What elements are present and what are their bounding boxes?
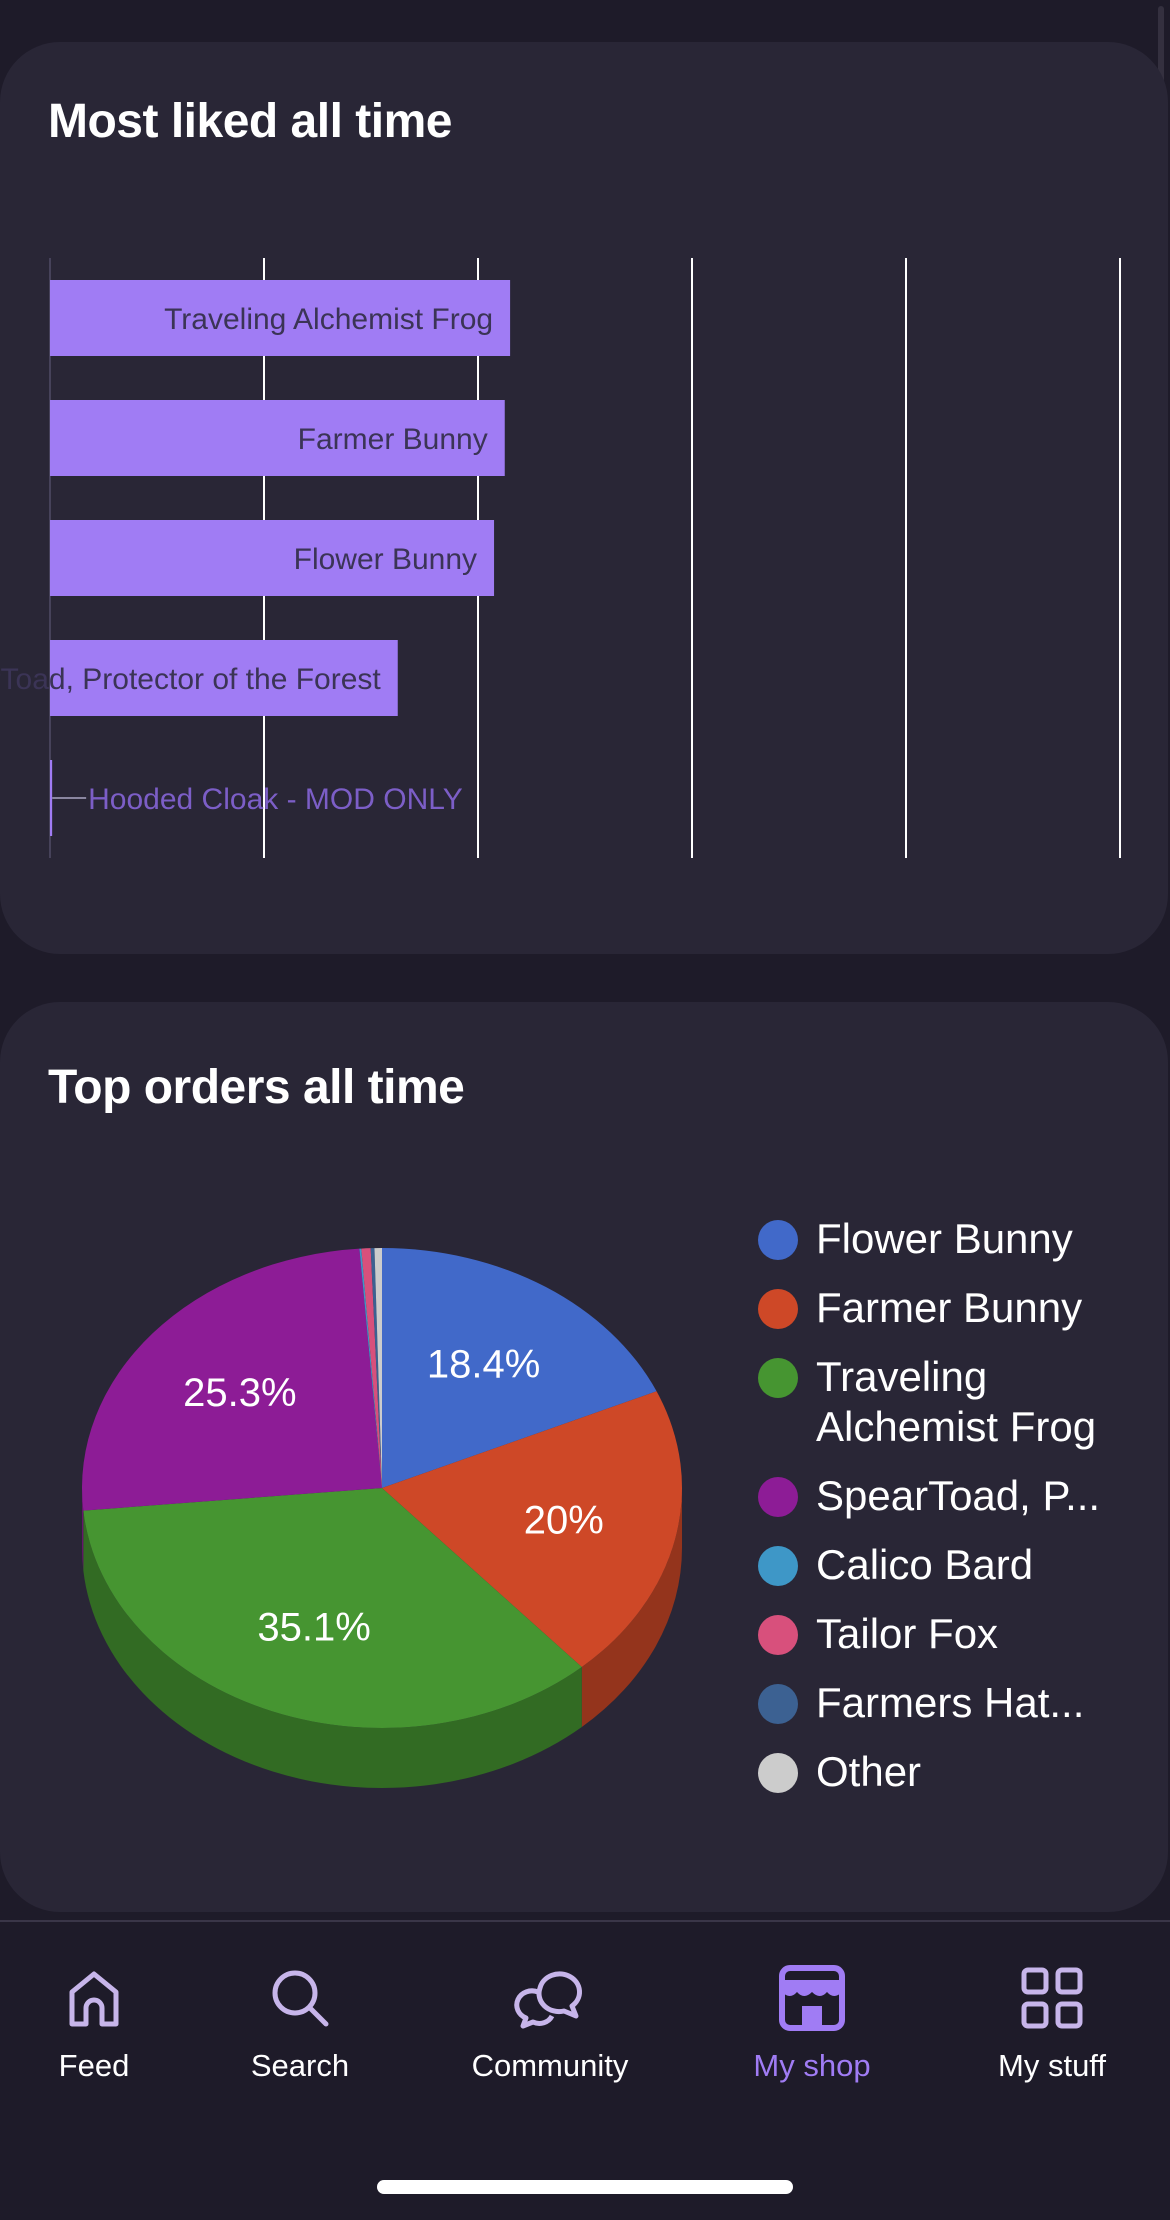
nav-my-stuff-label: My stuff <box>998 2048 1106 2083</box>
legend-label: Calico Bard <box>816 1541 1034 1588</box>
top-orders-title: Top orders all time <box>48 1061 465 1114</box>
legend-swatch <box>758 1477 798 1517</box>
legend-item[interactable]: Traveling Alchemist Frog <box>758 1352 1136 1452</box>
nav-community-label: Community <box>471 2048 629 2083</box>
bar[interactable] <box>50 280 511 356</box>
pie-slice-label: 18.4% <box>427 1342 540 1386</box>
bar[interactable] <box>50 520 495 596</box>
legend-swatch <box>758 1546 798 1586</box>
legend-item[interactable]: Farmers Hat... <box>758 1678 1136 1728</box>
most-liked-bar-chart: Traveling Alchemist Frog Farmer Bunny Flow… <box>0 258 1121 858</box>
pie-slice[interactable] <box>359 1248 382 1488</box>
bottom-nav: Feed Search Community My shop <box>0 1920 1170 2220</box>
legend-item[interactable]: Calico Bard <box>758 1540 1136 1590</box>
bar-label: Hooded Cloak - MOD ONLY <box>88 783 463 816</box>
bar[interactable] <box>50 760 53 836</box>
nav-community[interactable]: Community <box>440 1962 660 2084</box>
pie-slice-side <box>581 1488 682 1728</box>
pie-slice[interactable] <box>361 1248 382 1488</box>
nav-search-label: Search <box>250 2048 350 2083</box>
legend-swatch <box>758 1615 798 1655</box>
legend-label: Farmer Bunny <box>816 1284 1083 1331</box>
nav-feed[interactable]: Feed <box>0 1962 204 2084</box>
pie-slice[interactable] <box>370 1248 382 1488</box>
pie-slice-label: 35.1% <box>257 1606 370 1650</box>
pie-slice[interactable] <box>82 1248 382 1511</box>
legend-item[interactable]: Tailor Fox <box>758 1609 1136 1659</box>
legend-label: SpearToad, P... <box>816 1472 1101 1519</box>
chat-bubbles-icon <box>514 1971 583 2029</box>
most-liked-card: Most liked all time Traveling Alchemist … <box>0 42 1168 954</box>
legend-label: Other <box>816 1748 922 1795</box>
legend-label: Tailor Fox <box>816 1610 999 1657</box>
top-orders-pie-chart: 18.4% 20% 35.1% 25.3% <box>82 1248 682 1788</box>
pie-slice-side <box>82 1488 84 1571</box>
pie-slice[interactable] <box>374 1248 382 1488</box>
legend-item[interactable]: Other <box>758 1747 1136 1797</box>
grid-icon <box>1021 1967 1083 2029</box>
search-icon <box>272 1970 329 2027</box>
nav-my-shop[interactable]: My shop <box>702 1962 922 2084</box>
pie-slice[interactable] <box>382 1248 657 1488</box>
legend-label: Traveling Alchemist Frog <box>816 1353 1097 1450</box>
home-indicator[interactable] <box>377 2180 793 2194</box>
bar-label: Farmer Bunny <box>298 423 488 456</box>
legend-swatch <box>758 1220 798 1260</box>
legend-item[interactable]: SpearToad, P... <box>758 1471 1136 1521</box>
legend-swatch <box>758 1289 798 1329</box>
legend-item[interactable]: Farmer Bunny <box>758 1283 1136 1333</box>
bar-label: Traveling Alchemist Frog <box>164 303 493 336</box>
pie-slice[interactable] <box>83 1488 582 1729</box>
nav-feed-label: Feed <box>58 2048 130 2083</box>
pie-slice-label: 20% <box>524 1499 604 1543</box>
bar[interactable] <box>50 400 505 476</box>
nav-search[interactable]: Search <box>190 1962 410 2084</box>
top-orders-card: Top orders all time 18.4% 20% 35.1% 25.3% F… <box>0 1002 1168 1912</box>
legend-swatch <box>758 1753 798 1793</box>
legend-label: Flower Bunny <box>816 1215 1073 1262</box>
pie-slice-label: 25.3% <box>183 1371 296 1415</box>
legend-swatch <box>758 1684 798 1724</box>
legend-item[interactable]: Flower Bunny <box>758 1214 1136 1264</box>
pie-legend: Flower Bunny Farmer Bunny Traveling Alch… <box>758 1214 1136 1816</box>
bar[interactable] <box>50 640 398 716</box>
pie-slice-side <box>83 1510 582 1788</box>
pie-slice[interactable] <box>382 1391 682 1668</box>
nav-my-stuff[interactable]: My stuff <box>942 1962 1162 2084</box>
home-icon <box>69 1971 119 2027</box>
legend-swatch <box>758 1358 798 1398</box>
shop-icon <box>779 1965 845 2031</box>
nav-my-shop-label: My shop <box>753 2048 871 2083</box>
legend-label: Farmers Hat... <box>816 1679 1085 1726</box>
bar-label: Flower Bunny <box>294 543 477 576</box>
bar-label: SpearToad, Protector of the Forest <box>0 663 381 696</box>
most-liked-title: Most liked all time <box>48 95 452 148</box>
